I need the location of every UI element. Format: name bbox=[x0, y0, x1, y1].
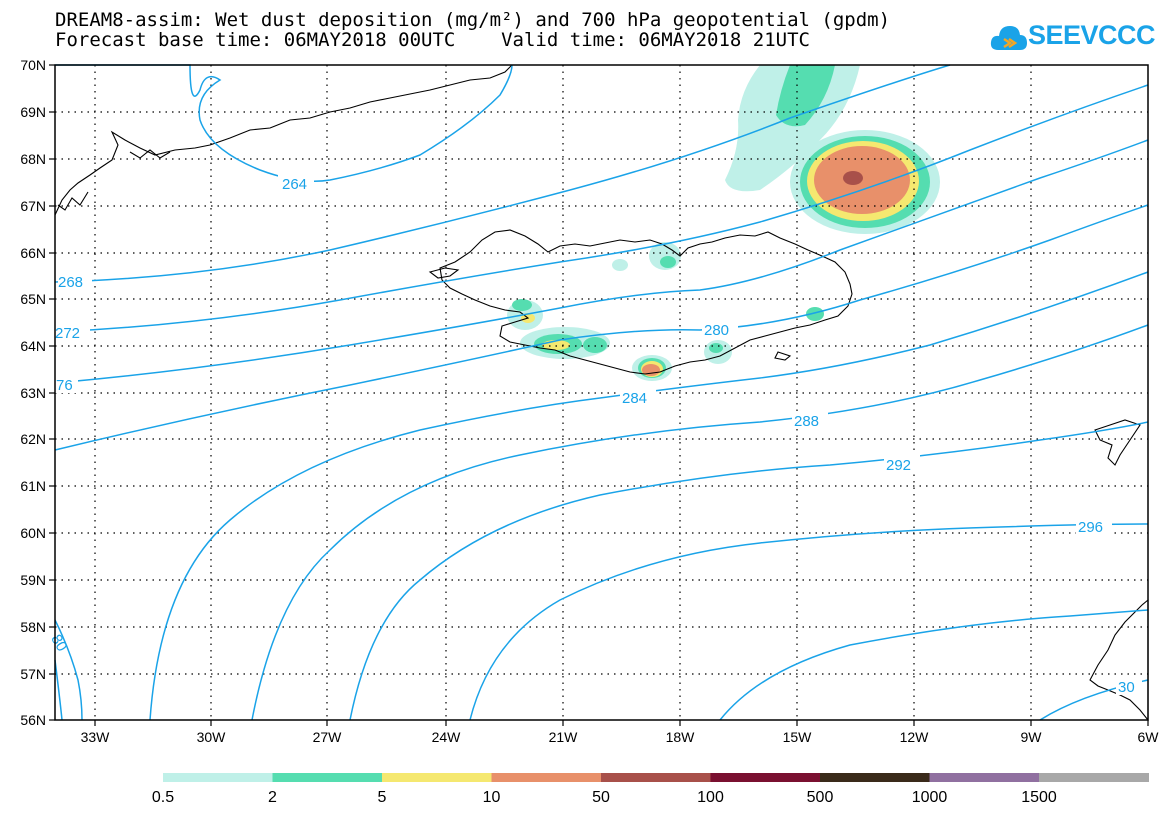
lat-label: 56N bbox=[20, 712, 46, 728]
contour-284 bbox=[149, 271, 1149, 721]
chart-subtitle-times: Forecast base time: 06MAY2018 00UTC Vali… bbox=[55, 29, 810, 51]
geopotential-contours bbox=[54, 64, 1149, 721]
lat-label: 61N bbox=[20, 478, 46, 494]
map-plot-area: 264 268 272 76 280 284 288 292 296 80 30 bbox=[20, 57, 1159, 745]
legend-swatch bbox=[272, 773, 383, 782]
longitude-labels: 33W 30W 27W 24W 21W 18W 15W 12W 9W 6W bbox=[81, 729, 1160, 745]
legend-label: 100 bbox=[697, 789, 724, 806]
legend-swatch bbox=[820, 773, 930, 782]
lat-label: 69N bbox=[20, 104, 46, 120]
contour-label-268: 268 bbox=[58, 274, 83, 291]
lon-label: 24W bbox=[432, 729, 462, 745]
contour-272 bbox=[54, 84, 1149, 333]
lon-label: 21W bbox=[549, 729, 579, 745]
lon-label: 12W bbox=[900, 729, 930, 745]
cloud-icon bbox=[990, 26, 1027, 50]
contour-296 bbox=[469, 523, 1149, 721]
contour-288 bbox=[251, 324, 1149, 721]
latitude-labels: 70N 69N 68N 67N 66N 65N 64N 63N 62N 61N … bbox=[20, 57, 46, 728]
lat-label: 64N bbox=[20, 338, 46, 354]
contour-280-west bbox=[54, 619, 83, 721]
coastline-faroe bbox=[1094, 419, 1141, 466]
grid-lines bbox=[55, 65, 1148, 720]
contour-label-276: 76 bbox=[56, 377, 73, 394]
coastline-greenland bbox=[54, 64, 513, 216]
contour-280 bbox=[54, 204, 1149, 451]
lat-label: 70N bbox=[20, 57, 46, 73]
legend-label: 10 bbox=[483, 789, 501, 806]
legend-swatch bbox=[382, 773, 492, 782]
chart-title: DREAM8-assim: Wet dust deposition (mg/m²… bbox=[55, 9, 891, 31]
seevccc-logo: SEEVCCC bbox=[990, 18, 1156, 58]
lon-label: 27W bbox=[313, 729, 343, 745]
legend-label: 50 bbox=[592, 789, 610, 806]
lat-label: 62N bbox=[20, 431, 46, 447]
contour-label-292: 292 bbox=[886, 457, 911, 474]
lon-label: 30W bbox=[197, 729, 227, 745]
legend-label: 1500 bbox=[1021, 789, 1057, 806]
lat-label: 67N bbox=[20, 198, 46, 214]
legend-label: 0.5 bbox=[152, 789, 174, 806]
contour-292 bbox=[349, 421, 1149, 721]
lat-label: 65N bbox=[20, 291, 46, 307]
logo-text: SEEVCCC bbox=[1028, 20, 1156, 50]
lon-label: 18W bbox=[666, 729, 696, 745]
legend-label: 5 bbox=[378, 789, 387, 806]
contour-label-280: 280 bbox=[704, 322, 729, 339]
contour-268 bbox=[54, 64, 951, 283]
legend-swatch bbox=[491, 773, 602, 782]
lon-label: 15W bbox=[783, 729, 813, 745]
legend-swatch bbox=[929, 773, 1040, 782]
legend-swatch bbox=[710, 773, 821, 782]
lat-label: 57N bbox=[20, 666, 46, 682]
lon-label: 9W bbox=[1021, 729, 1043, 745]
coastline-iceland bbox=[439, 229, 853, 375]
contour-label-288: 288 bbox=[794, 413, 819, 430]
coastline-scotland bbox=[1089, 598, 1149, 722]
legend-swatch bbox=[1039, 773, 1149, 782]
color-legend: 0.5 2 5 10 50 100 500 1000 1500 bbox=[152, 773, 1149, 806]
lat-label: 68N bbox=[20, 151, 46, 167]
contour-label-284: 284 bbox=[622, 390, 647, 407]
contour-label-300: 30 bbox=[1118, 679, 1135, 696]
lon-label: 6W bbox=[1138, 729, 1160, 745]
axis-ticks bbox=[49, 64, 1149, 726]
legend-label: 500 bbox=[807, 789, 834, 806]
contour-label-280-west: 80 bbox=[47, 632, 70, 655]
legend-swatch bbox=[163, 773, 273, 782]
contour-300 bbox=[719, 609, 1149, 721]
lon-label: 33W bbox=[81, 729, 111, 745]
legend-label: 2 bbox=[268, 789, 277, 806]
legend-swatch bbox=[601, 773, 711, 782]
contour-label-272: 272 bbox=[55, 325, 80, 342]
contour-276 bbox=[54, 139, 1149, 384]
contour-labels: 264 268 272 76 280 284 288 292 296 80 30 bbox=[47, 174, 1142, 696]
lat-label: 58N bbox=[20, 619, 46, 635]
lat-label: 60N bbox=[20, 525, 46, 541]
contour-264 bbox=[55, 64, 513, 182]
contour-label-264: 264 bbox=[282, 176, 307, 193]
lat-label: 63N bbox=[20, 385, 46, 401]
lat-label: 66N bbox=[20, 245, 46, 261]
dust-deposition-field bbox=[507, 65, 940, 381]
contour-label-296: 296 bbox=[1078, 519, 1103, 536]
lat-label: 59N bbox=[20, 572, 46, 588]
legend-label: 1000 bbox=[912, 789, 948, 806]
